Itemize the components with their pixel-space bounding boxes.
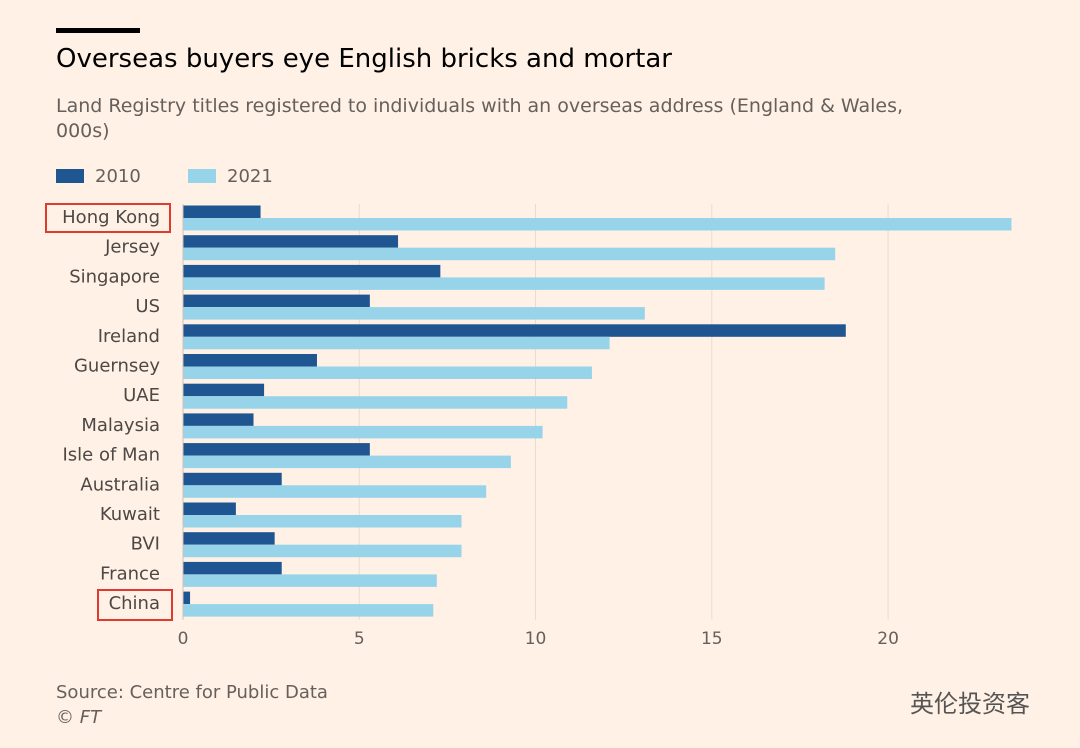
credit: © FT	[56, 707, 102, 728]
x-tick-label: 15	[701, 629, 723, 649]
highlight-box	[97, 589, 173, 621]
highlight-box	[45, 203, 171, 233]
x-tick-label: 0	[178, 629, 189, 649]
bar	[183, 354, 317, 367]
y-tick-label: Australia	[80, 474, 160, 495]
chart-subtitle: Land Registry titles registered to indiv…	[56, 95, 904, 142]
bar	[183, 515, 462, 528]
bar	[183, 294, 370, 308]
bar	[183, 532, 275, 545]
legend-label: 2010	[95, 166, 141, 187]
bar	[183, 396, 568, 409]
y-tick-label: Ireland	[98, 326, 160, 347]
bar	[183, 604, 434, 617]
bar	[183, 324, 846, 337]
top-rule	[56, 28, 140, 33]
bar	[183, 366, 592, 379]
bar	[183, 264, 441, 278]
legend-swatch	[56, 169, 84, 183]
y-tick-label: Guernsey	[74, 356, 160, 377]
bar	[183, 205, 261, 218]
legend-label: 2021	[227, 166, 273, 187]
bar	[183, 485, 487, 498]
legend-swatch	[188, 169, 216, 183]
y-tick-label: Malaysia	[81, 415, 160, 436]
y-tick-label: UAE	[123, 385, 160, 406]
source: Source: Centre for Public Data	[56, 682, 328, 703]
bar	[183, 383, 265, 397]
y-tick-label: Kuwait	[100, 504, 160, 525]
y-tick-label: BVI	[131, 534, 160, 555]
y-tick-label: Isle of Man	[62, 445, 160, 466]
x-tick-label: 10	[525, 629, 547, 649]
y-tick-label: Singapore	[69, 266, 160, 287]
bar	[183, 336, 610, 350]
bar	[183, 561, 282, 575]
bar	[183, 574, 437, 587]
chart-title: Overseas buyers eye English bricks and m…	[56, 44, 672, 74]
watermark: 英伦投资客	[910, 690, 1030, 718]
y-tick-label: France	[100, 563, 160, 584]
y-tick-label: China	[109, 593, 160, 614]
bar	[183, 443, 370, 456]
bar	[183, 235, 399, 248]
bar	[183, 247, 836, 261]
bar	[183, 544, 462, 558]
x-tick-label: 20	[877, 629, 899, 649]
bar	[183, 472, 282, 486]
y-tick-label: Hong Kong	[62, 207, 160, 228]
bar	[183, 218, 1012, 231]
y-tick-label: US	[135, 296, 160, 317]
bar	[183, 425, 543, 439]
bar	[183, 591, 191, 605]
y-tick-label: Jersey	[104, 237, 160, 258]
bar	[183, 413, 254, 426]
bar	[183, 502, 236, 515]
bar	[183, 277, 825, 290]
bar	[183, 455, 511, 469]
x-tick-label: 5	[354, 629, 365, 649]
bar	[183, 307, 645, 320]
